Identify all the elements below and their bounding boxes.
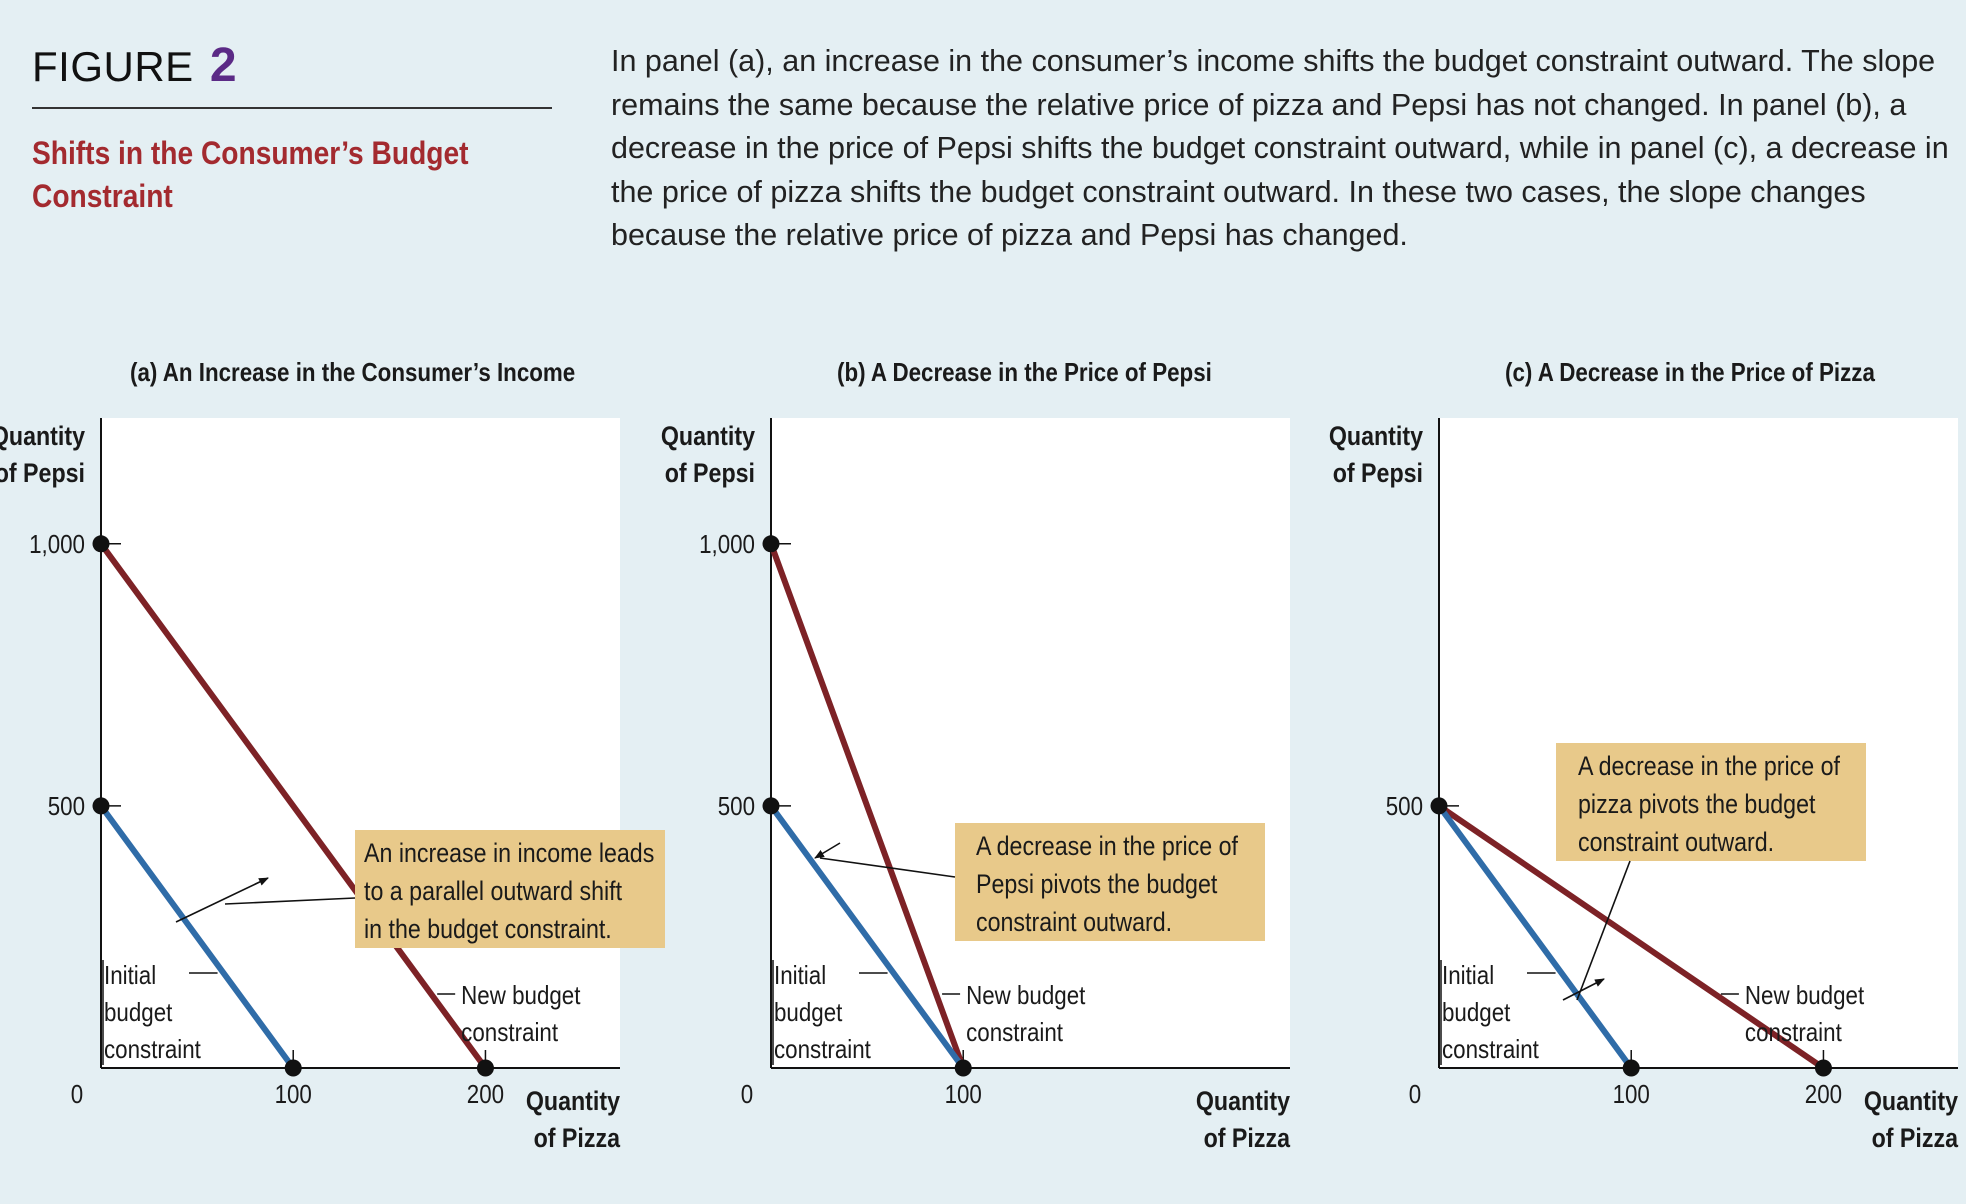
- annotation-box: [955, 823, 1265, 941]
- annotation-text: in the budget constraint.: [364, 914, 612, 944]
- annotation-pointer: [1576, 860, 1631, 1001]
- annotation-pointer: [224, 897, 356, 905]
- panel-c-title: (c) A Decrease in the Price of Pizza: [1505, 357, 1875, 387]
- y-axis-label: Quantity: [661, 421, 755, 451]
- x-axis-label: Quantity: [1196, 1086, 1290, 1116]
- x-tick-label: 100: [275, 1080, 312, 1109]
- shift-arrow: [1562, 978, 1605, 1001]
- x-tick-label: 0: [71, 1080, 83, 1109]
- annotation-text: constraint outward.: [976, 907, 1172, 937]
- new-budget-line: [1436, 802, 1827, 1071]
- annotation-pointer: [819, 857, 956, 878]
- figure-subtitle: Shifts in the Consumer’s Budget Constrai…: [32, 132, 490, 218]
- annotation-text: pizza pivots the budget: [1578, 789, 1815, 819]
- y-axis-label: of Pepsi: [1333, 458, 1423, 488]
- plot-area: [771, 418, 1290, 1068]
- data-point: [762, 535, 780, 553]
- shift-arrow: [814, 842, 841, 859]
- data-point: [1622, 1059, 1640, 1077]
- data-point: [1814, 1059, 1832, 1077]
- y-tick-label: 500: [718, 792, 755, 821]
- annotation-text: A decrease in the price of: [1578, 751, 1841, 781]
- figure-caption: In panel (a), an increase in the consume…: [611, 44, 1949, 252]
- y-tick-label: 1,000: [29, 530, 85, 559]
- y-axis-label: Quantity: [1329, 421, 1423, 451]
- new-line-label: New budget: [461, 981, 581, 1010]
- y-tick-label: 500: [48, 792, 85, 821]
- data-point: [954, 1059, 972, 1077]
- heading-divider: [32, 107, 552, 109]
- annotation-text: An increase in income leads: [364, 838, 654, 868]
- x-tick-label: 200: [1805, 1080, 1842, 1109]
- initial-line-label: constraint: [104, 1035, 201, 1064]
- initial-budget-line: [768, 802, 967, 1071]
- figure-heading: FIGURE 2: [32, 38, 552, 93]
- new-line-label: New budget: [966, 981, 1086, 1010]
- initial-line-label: Initial: [774, 961, 826, 990]
- figure-number: 2: [209, 39, 238, 92]
- new-budget-line: [768, 540, 967, 1071]
- annotation-text: A decrease in the price of: [976, 831, 1239, 861]
- y-tick-label: 500: [1386, 792, 1423, 821]
- y-axis-label: of Pepsi: [0, 458, 85, 488]
- data-point: [92, 535, 110, 553]
- initial-line-label: budget: [104, 998, 173, 1027]
- shift-arrow: [175, 877, 269, 923]
- initial-line-label: Initial: [104, 961, 156, 990]
- y-tick-label: 1,000: [699, 530, 755, 559]
- x-axis-label: Quantity: [526, 1086, 620, 1116]
- x-tick-label: 0: [1409, 1080, 1421, 1109]
- x-axis-label: of Pizza: [1872, 1123, 1959, 1153]
- data-point: [476, 1059, 494, 1077]
- x-tick-label: 100: [1613, 1080, 1650, 1109]
- plot-area: [101, 418, 620, 1068]
- annotation-box: [355, 830, 665, 948]
- x-tick-label: 100: [945, 1080, 982, 1109]
- y-axis-label: of Pepsi: [665, 458, 755, 488]
- annotation-box: [1556, 743, 1866, 861]
- new-line-label: constraint: [461, 1018, 558, 1047]
- initial-line-label: constraint: [774, 1035, 871, 1064]
- figure-label: FIGURE 2: [32, 38, 552, 93]
- initial-line-label: constraint: [1442, 1035, 1539, 1064]
- figure-subtitle-line: Constraint: [32, 178, 173, 214]
- new-budget-line: [98, 540, 489, 1071]
- new-line-label: constraint: [1745, 1018, 1842, 1047]
- x-tick-label: 200: [467, 1080, 504, 1109]
- annotation-text: to a parallel outward shift: [364, 876, 622, 906]
- data-point: [92, 797, 110, 815]
- x-axis-label: of Pizza: [1204, 1123, 1291, 1153]
- annotation-text: Pepsi pivots the budget: [976, 869, 1217, 899]
- new-line-label: New budget: [1745, 981, 1865, 1010]
- initial-line-label: budget: [1442, 998, 1511, 1027]
- new-line-label: constraint: [966, 1018, 1063, 1047]
- data-point: [762, 797, 780, 815]
- initial-line-label: Initial: [1442, 961, 1494, 990]
- data-point: [1430, 797, 1448, 815]
- panel-c: Quantity of Pepsi Quantity of Pizza 0 100 200 5…: [1329, 418, 1959, 1153]
- data-point: [284, 1059, 302, 1077]
- x-axis-label: of Pizza: [534, 1123, 621, 1153]
- panel-a: Quantity of Pepsi Quantity of Pizza 0 100 200 5…: [0, 418, 665, 1153]
- y-axis-label: Quantity: [0, 421, 85, 451]
- annotation-text: constraint outward.: [1578, 827, 1774, 857]
- figure-subtitle-line: Shifts in the Consumer’s Budget: [32, 135, 469, 171]
- x-tick-label: 0: [741, 1080, 753, 1109]
- x-axis-label: Quantity: [1864, 1086, 1958, 1116]
- figure-label-text: FIGURE: [32, 43, 194, 90]
- initial-budget-line: [1436, 802, 1635, 1071]
- panel-b: Quantity of Pepsi Quantity of Pizza 0 100 500 1…: [661, 418, 1291, 1153]
- initial-budget-line: [98, 802, 297, 1071]
- panel-a-title: (a) An Increase in the Consumer’s Income: [130, 357, 576, 387]
- panel-b-title: (b) A Decrease in the Price of Pepsi: [837, 357, 1212, 387]
- initial-line-label: budget: [774, 998, 843, 1027]
